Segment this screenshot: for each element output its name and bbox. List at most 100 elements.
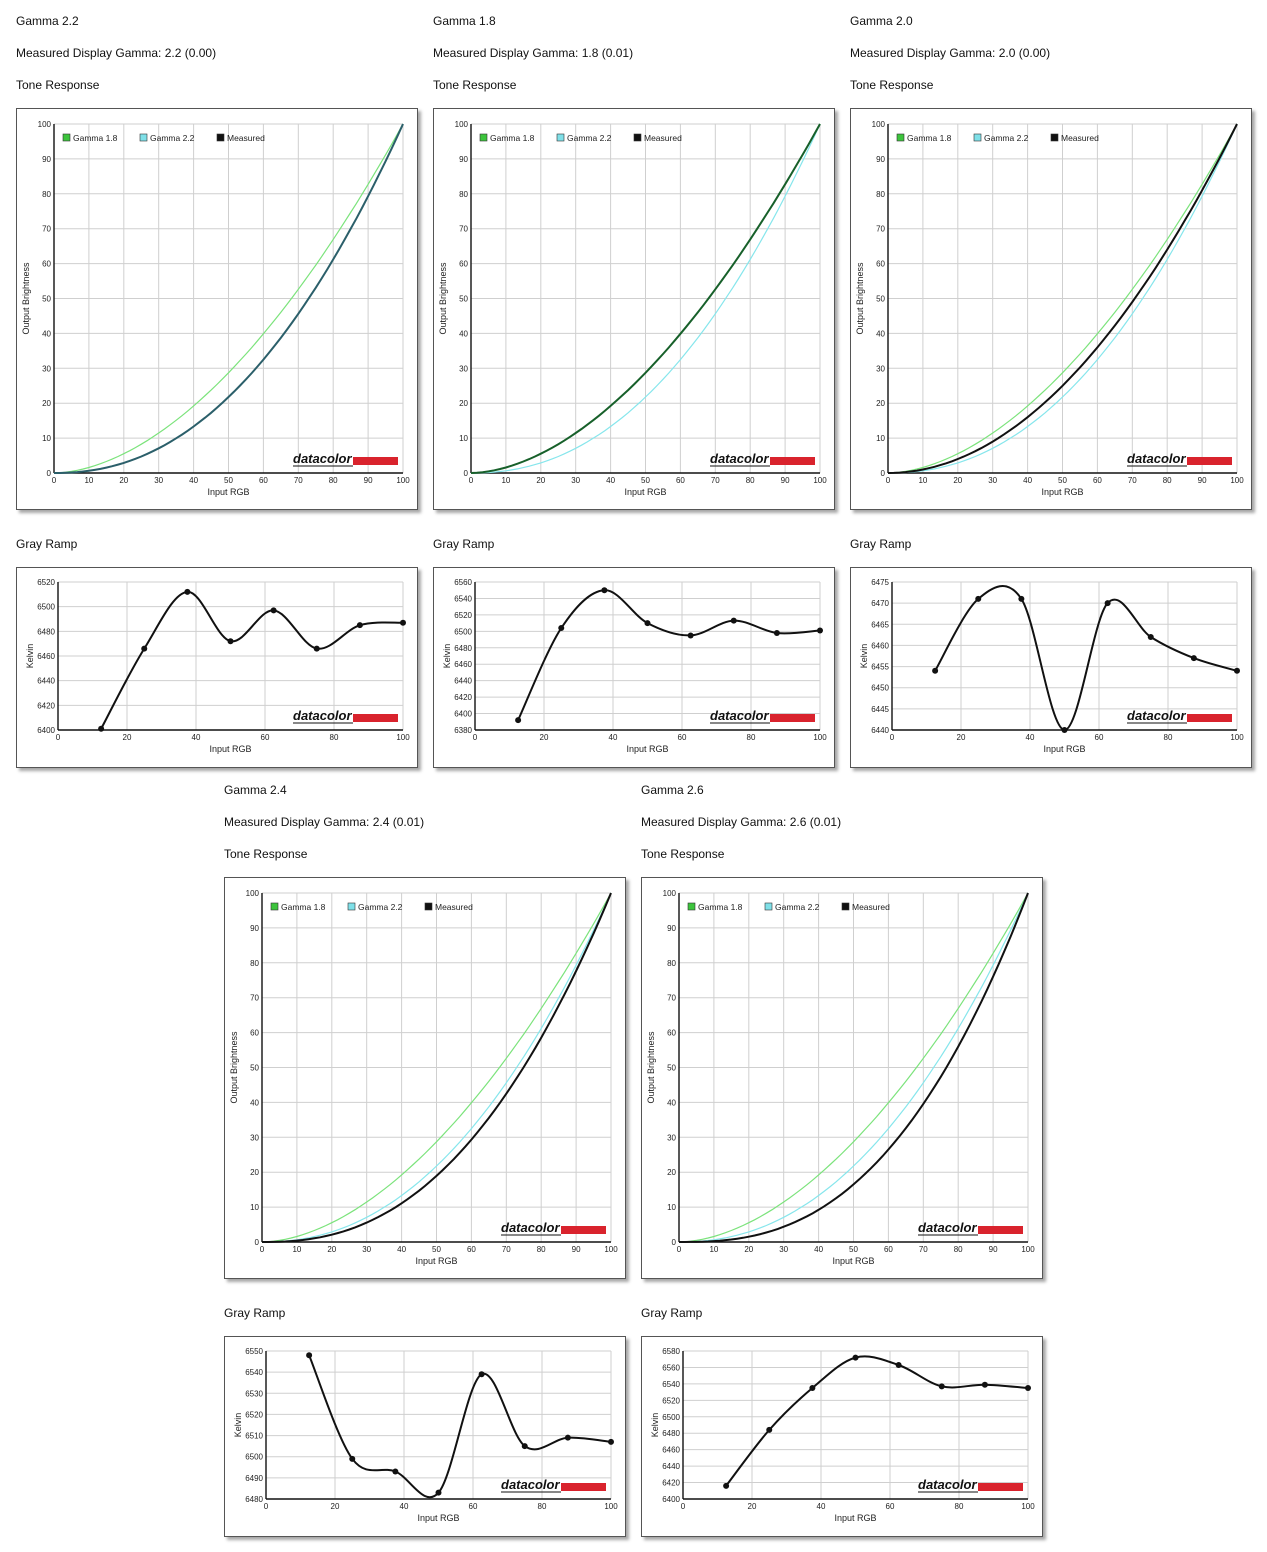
x-tick-label: 20 [748,1502,757,1511]
x-tick-label: 30 [571,476,580,485]
legend-swatch [687,902,696,911]
x-tick-label: 0 [56,733,61,742]
y-tick-label: 50 [250,1064,259,1073]
x-tick-label: 70 [502,1245,511,1254]
x-tick-label: 20 [119,476,128,485]
x-tick-label: 80 [746,476,755,485]
kelvin-data-point [564,1434,571,1441]
y-tick-label: 90 [459,155,468,164]
y-tick-label: 70 [667,994,676,1003]
x-tick-label: 50 [641,476,650,485]
x-axis-label: Input RGB [209,744,251,754]
x-tick-label: 80 [537,1245,546,1254]
x-tick-label: 80 [955,1502,964,1511]
x-tick-label: 40 [609,733,618,742]
y-tick-label: 6500 [662,1413,680,1422]
x-tick-label: 10 [918,476,927,485]
x-tick-label: 0 [677,1245,682,1254]
datacolor-logo-text: datacolor [1127,708,1186,723]
series-line-gamma-1-8 [53,123,404,474]
legend-label: Gamma 2.2 [358,902,403,912]
kelvin-data-point [730,617,737,624]
grid [887,123,1238,474]
y-tick-label: 6510 [245,1432,263,1441]
x-tick-label: 60 [676,476,685,485]
y-tick-label: 6530 [245,1389,263,1398]
gray-ramp-chart-frame: 0 20 40 60 80 100 6400 6420 6440 6460 6480 6500 6520… [641,1336,1043,1537]
y-tick-label: 6560 [454,578,472,587]
x-tick-label: 90 [989,1245,998,1254]
kelvin-data-point [98,725,105,732]
legend-swatch [841,902,850,911]
legend-swatch [1050,133,1059,142]
kelvin-data-point [392,1468,399,1475]
kelvin-data-point [1234,667,1240,674]
gray-ramp-heading: Gray Ramp [850,537,912,551]
x-tick-label: 60 [261,733,270,742]
y-tick-label: 80 [42,190,51,199]
legend-swatch [633,133,642,142]
y-axis-label: Kelvin [650,1413,660,1438]
legend-label: Gamma 2.2 [984,133,1029,143]
y-tick-label: 10 [459,434,468,443]
x-tick-label: 30 [154,476,163,485]
x-tick-label: 80 [329,476,338,485]
grid [470,123,821,474]
datacolor-logo-text: datacolor [501,1477,560,1492]
x-tick-label: 40 [606,476,615,485]
x-tick-label: 80 [330,733,339,742]
y-tick-label: 70 [42,225,51,234]
y-tick-label: 6460 [871,641,889,650]
kelvin-data-point [313,645,320,652]
y-axis-label: Output Brightness [855,262,865,335]
y-tick-label: 100 [663,889,677,898]
y-tick-label: 20 [459,399,468,408]
y-tick-label: 20 [250,1168,259,1177]
datacolor-logo: datacolor [710,451,815,467]
kelvin-data-point [773,629,780,636]
y-tick-label: 50 [876,295,885,304]
y-axis-label: Output Brightness [229,1031,239,1104]
datacolor-logo: datacolor [293,451,398,467]
gray-ramp-chart: 0 20 40 60 80 100 6400 6420 6440 6460 6480 6500 6520… [25,578,410,754]
y-tick-label: 20 [42,399,51,408]
gray-ramp-chart: 0 20 40 60 80 100 6480 6490 6500 6510 6520 6530 6540… [233,1347,618,1523]
gray-ramp-heading: Gray Ramp [224,1306,286,1320]
x-tick-label: 40 [397,1245,406,1254]
y-tick-label: 90 [42,155,51,164]
y-tick-label: 6480 [454,644,472,653]
kelvin-series-line [100,590,404,730]
y-tick-label: 60 [250,1029,259,1038]
datacolor-logo-text: datacolor [293,451,352,466]
panel-title: Gamma 2.4 [224,783,287,797]
x-tick-label: 0 [886,476,891,485]
y-tick-label: 0 [881,469,886,478]
x-tick-label: 100 [813,733,827,742]
y-tick-label: 90 [667,924,676,933]
datacolor-logo: datacolor [1127,708,1232,724]
legend-label: Measured [852,902,890,912]
kelvin-data-point [981,1381,988,1388]
y-tick-label: 30 [459,364,468,373]
x-tick-label: 30 [779,1245,788,1254]
measured-gamma-text: Measured Display Gamma: 2.0 (0.00) [850,46,1051,60]
y-tick-label: 6500 [37,603,55,612]
x-tick-label: 30 [988,476,997,485]
legend-label: Gamma 1.8 [907,133,952,143]
datacolor-logo: datacolor [1127,451,1232,467]
y-tick-label: 30 [667,1133,676,1142]
tone-response-chart-frame: 0 10 20 30 40 50 60 70 80 90 100 0 10 20 30 40 50 60 70 80 9… [433,108,835,510]
legend-swatch [556,133,565,142]
series-line-measured [262,892,612,1243]
legend-swatch [216,133,225,142]
gray-ramp-heading: Gray Ramp [433,537,495,551]
tone-response-heading: Tone Response [433,78,517,92]
y-tick-label: 6400 [662,1495,680,1504]
y-tick-label: 20 [667,1168,676,1177]
x-tick-label: 40 [1026,733,1035,742]
x-tick-label: 100 [396,733,410,742]
kelvin-data-point [1104,600,1111,607]
kelvin-data-point [895,1361,902,1368]
datacolor-logo: datacolor [501,1477,606,1493]
gray-ramp-chart-frame: 0 20 40 60 80 100 6380 6400 6420 6440 6460 6480 6500… [433,567,835,768]
